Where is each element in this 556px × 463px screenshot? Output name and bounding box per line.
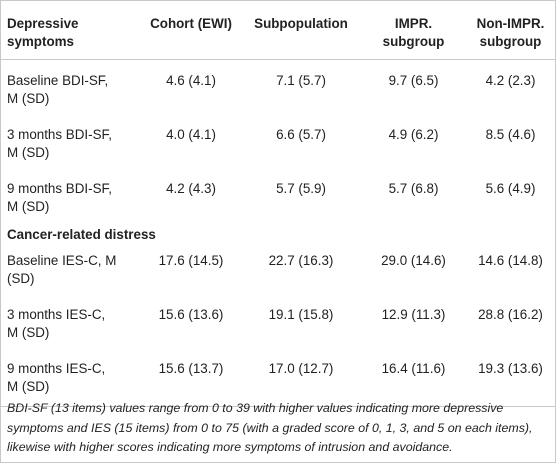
row-label-line1: Baseline IES-C, M [7,253,117,268]
header-nonimpr-line2: subgroup [479,34,542,49]
cell-impr: 12.9 (11.3) [381,307,446,322]
row-label-line2: M (SD) [7,145,50,160]
row-label-line2: M (SD) [7,379,50,394]
row-label: 9 months BDI-SF, M (SD) [1,168,141,222]
row-label: 9 months IES-C, M (SD) [1,348,141,407]
table-row: Baseline IES-C, M (SD) 17.6 (14.5) 22.7 … [1,248,555,294]
header-depressive-line1: Depressive [7,16,79,31]
cell-impr: 5.7 (6.8) [388,181,439,196]
row-label: Baseline IES-C, M (SD) [1,248,141,294]
cell-impr: 16.4 (11.6) [361,348,466,407]
row-label: Baseline BDI-SF, M (SD) [1,60,141,115]
header-depressive-line2: symptoms [7,34,74,49]
table-row: 3 months BDI-SF, M (SD) 4.0 (4.1) 6.6 (5… [1,114,555,168]
results-table: Depressive symptoms Cohort (EWI) Subpopu… [1,1,555,407]
table-row: 9 months BDI-SF, M (SD) 4.2 (4.3) 5.7 (5… [1,168,555,222]
cell-cohort: 15.6 (13.6) [158,307,224,322]
table-row: 9 months IES-C, M (SD) 15.6 (13.7) 17.0 … [1,348,555,407]
cell-nonimpr: 19.3 (13.6) [466,348,555,407]
row-label-line1: 3 months IES-C, [7,307,106,322]
header-subpopulation: Subpopulation [241,1,361,60]
header-impr-subgroup: IMPR. subgroup [361,1,466,60]
cell-impr: 9.7 (6.5) [388,73,439,88]
header-impr-line2: subgroup [382,34,445,49]
cell-subpopulation: 17.0 (12.7) [241,348,361,407]
cell-cohort: 17.6 (14.5) [158,253,224,268]
cell-nonimpr: 28.8 (16.2) [478,307,543,322]
row-label-line1: Baseline BDI-SF, [7,73,109,88]
cell-subpopulation: 22.7 (16.3) [268,253,334,268]
cell-subpopulation: 7.1 (5.7) [276,73,326,88]
table-header-row: Depressive symptoms Cohort (EWI) Subpopu… [1,1,555,60]
row-label-line1: 9 months IES-C, [7,361,106,376]
cell-impr: 4.9 (6.2) [388,127,439,142]
cell-subpopulation: 6.6 (5.7) [276,127,326,142]
section-row: Cancer-related distress [1,222,555,248]
table-row: Baseline BDI-SF, M (SD) 4.6 (4.1) 7.1 (5… [1,60,555,115]
table-footnote: BDI-SF (13 items) values range from 0 to… [7,401,533,454]
row-label-line2: M (SD) [7,91,50,106]
cell-nonimpr: 8.5 (4.6) [485,127,536,142]
cell-subpopulation: 19.1 (15.8) [268,307,334,322]
cell-subpopulation: 5.7 (5.9) [276,181,326,196]
row-label-line1: 3 months BDI-SF, [7,127,112,142]
cell-impr: 29.0 (14.6) [381,253,446,268]
cell-cohort: 4.0 (4.1) [166,127,216,142]
row-label-line2: M (SD) [7,325,50,340]
header-nonimpr-subgroup: Non-IMPR. subgroup [466,1,555,60]
row-label: 3 months BDI-SF, M (SD) [1,114,141,168]
cell-nonimpr: 5.6 (4.9) [485,181,536,196]
cell-cohort: 4.6 (4.1) [166,73,216,88]
cell-nonimpr: 14.6 (14.8) [478,253,543,268]
header-nonimpr-line1: Non-IMPR. [476,16,545,31]
cell-nonimpr: 4.2 (2.3) [485,73,536,88]
row-label-line2: (SD) [7,271,35,286]
header-cohort: Cohort (EWI) [141,1,241,60]
row-label: 3 months IES-C, M (SD) [1,294,141,348]
header-depressive-symptoms: Depressive symptoms [1,1,141,60]
section-title-cancer-distress: Cancer-related distress [7,227,156,242]
header-impr-line1: IMPR. [394,16,433,31]
cell-cohort: 4.2 (4.3) [166,181,216,196]
cell-cohort: 15.6 (13.7) [141,348,241,407]
table-row: 3 months IES-C, M (SD) 15.6 (13.6) 19.1 … [1,294,555,348]
row-label-line1: 9 months BDI-SF, [7,181,112,196]
row-label-line2: M (SD) [7,199,50,214]
